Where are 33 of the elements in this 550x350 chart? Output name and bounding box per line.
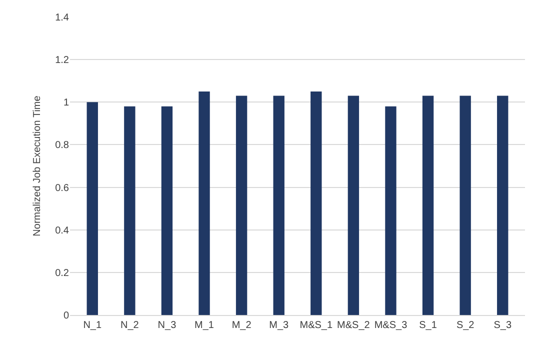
bar [422,96,434,315]
x-tick-label: S_2 [456,320,475,331]
bar [86,102,98,315]
y-tick-label: 0.2 [55,268,70,279]
y-tick-label: 1.4 [55,12,70,24]
bar [198,92,210,315]
y-tick-label: 0.8 [55,140,70,152]
x-tick-label: N_2 [120,320,140,331]
x-tick-label: M_1 [194,320,214,331]
bar [236,96,248,315]
y-tick-label: 1.2 [55,55,70,66]
bar [161,106,173,315]
x-tick-label: N_1 [83,320,102,331]
x-tick-label: S_1 [419,320,438,331]
x-tick-label: M_3 [269,320,290,331]
y-tick-label: 0.6 [55,182,70,194]
bar [348,96,360,315]
x-tick-label: N_3 [158,320,177,331]
bar [273,96,284,315]
x-tick-label: M&S_1 [300,320,333,331]
y-tick-label: 0.4 [55,225,70,236]
y-tick-label: 0 [63,310,70,322]
x-tick-label: M_2 [232,320,252,331]
bar [124,106,136,315]
bar [460,96,471,315]
x-tick-label: M&S_3 [374,320,408,331]
bar [497,96,508,315]
bar [310,92,322,315]
bar [385,106,396,315]
y-tick-label: 1 [63,98,70,109]
x-tick-label: S_3 [494,320,512,331]
x-tick-label: M&S_2 [337,320,370,331]
y-axis-title: Normalized Job Execution Time [32,95,43,236]
